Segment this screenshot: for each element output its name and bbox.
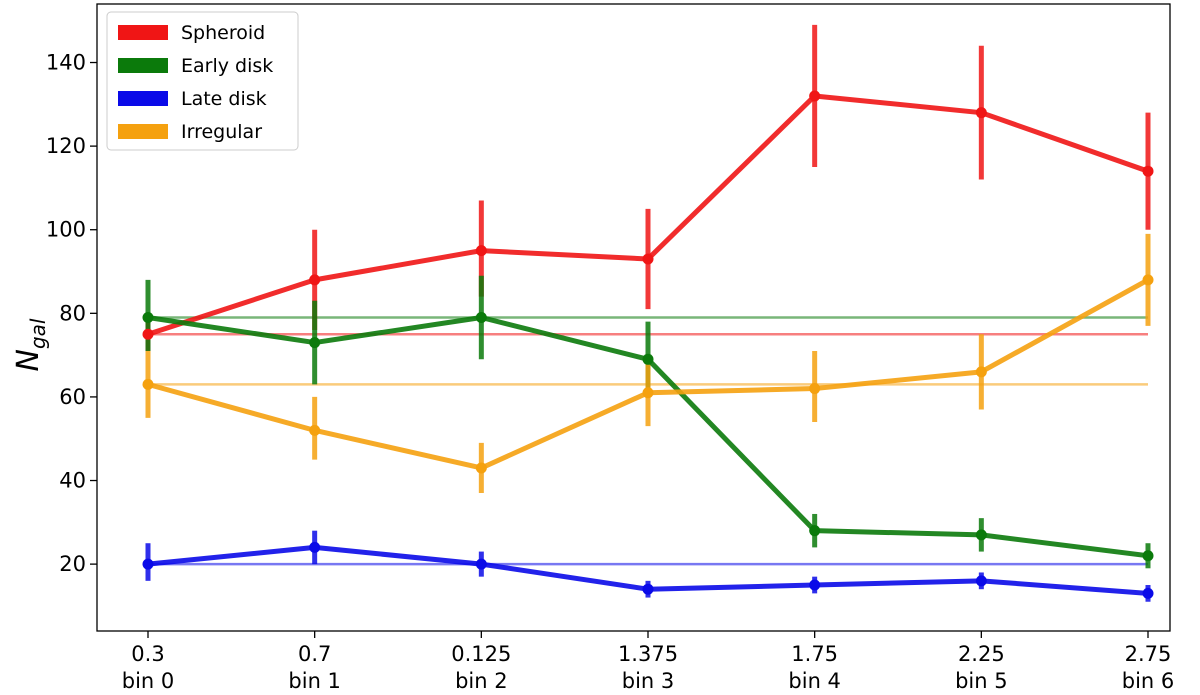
- point-late-disk-2: [475, 558, 487, 570]
- point-late-disk-0: [142, 558, 154, 570]
- point-spheroid-2: [475, 245, 487, 257]
- x-tick-sublabel-0: bin 0: [122, 669, 175, 693]
- x-tick-sublabel-6: bin 6: [1122, 669, 1175, 693]
- y-tick-label-100: 100: [46, 218, 86, 242]
- plot-frame: [96, 3, 1171, 632]
- point-early-disk-4: [809, 525, 821, 537]
- legend-label-late-disk: Late disk: [181, 88, 267, 110]
- x-axis: 0.3 bin 0 0.7 bin 1 0.125 bin 2 1.375 bin 3 1.75…: [122, 631, 1175, 693]
- point-irregular-3: [642, 387, 654, 399]
- x-tick-sublabel-4: bin 4: [788, 669, 841, 693]
- point-early-disk-0: [142, 312, 154, 323]
- legend-swatch-late-disk: [118, 91, 168, 106]
- legend-label-spheroid: Spheroid: [181, 22, 265, 44]
- point-late-disk-4: [809, 579, 821, 591]
- y-axis-label-main: N: [11, 349, 46, 371]
- point-late-disk-3: [642, 583, 654, 595]
- point-spheroid-6: [1142, 165, 1154, 177]
- x-tick-label-1: 0.7: [298, 642, 331, 666]
- y-axis-label-subscript: gal: [26, 318, 50, 349]
- point-early-disk-1: [309, 337, 321, 349]
- point-spheroid-0: [142, 328, 154, 340]
- point-late-disk-1: [309, 541, 321, 553]
- legend-label-irregular: Irregular: [181, 121, 262, 143]
- y-axis-label: Ngal: [11, 318, 50, 371]
- legend-label-early-disk: Early disk: [181, 55, 273, 77]
- point-spheroid-1: [309, 274, 321, 286]
- point-spheroid-5: [975, 107, 987, 119]
- legend: Spheroid Early disk Late disk Irregular: [106, 11, 299, 151]
- x-tick-label-0: 0.3: [131, 642, 164, 666]
- y-tick-label-120: 120: [46, 134, 86, 158]
- x-tick-label-4: 1.75: [791, 642, 838, 666]
- x-tick-sublabel-2: bin 2: [455, 669, 508, 693]
- point-irregular-0: [142, 378, 154, 390]
- point-spheroid-4: [809, 90, 821, 102]
- legend-frame: [106, 11, 299, 151]
- y-tick-label-80: 80: [59, 301, 86, 325]
- point-irregular-4: [809, 383, 821, 395]
- y-tick-label-140: 140: [46, 51, 86, 75]
- y-axis: 20 40 60 80 100 120 140: [46, 51, 97, 576]
- legend-swatch-irregular: [118, 124, 168, 139]
- legend-swatch-spheroid: [118, 25, 168, 40]
- y-tick-label-20: 20: [59, 552, 86, 576]
- y-tick-label-40: 40: [59, 469, 86, 493]
- point-early-disk-6: [1142, 550, 1154, 562]
- x-tick-label-6: 2.75: [1125, 642, 1172, 666]
- data-points: [142, 90, 1154, 599]
- point-late-disk-6: [1142, 587, 1154, 599]
- legend-swatch-early-disk: [118, 58, 168, 73]
- point-spheroid-3: [642, 253, 654, 265]
- point-irregular-5: [975, 366, 987, 378]
- point-early-disk-5: [975, 529, 987, 541]
- x-tick-sublabel-5: bin 5: [955, 669, 1008, 693]
- point-irregular-2: [475, 462, 487, 474]
- x-tick-sublabel-3: bin 3: [622, 669, 675, 693]
- y-tick-label-60: 60: [59, 385, 86, 409]
- point-early-disk-2: [475, 312, 487, 323]
- point-late-disk-5: [975, 575, 987, 587]
- x-tick-label-5: 2.25: [958, 642, 1005, 666]
- x-tick-label-3: 1.375: [618, 642, 678, 666]
- x-tick-sublabel-1: bin 1: [288, 669, 341, 693]
- point-irregular-6: [1142, 274, 1154, 286]
- point-irregular-1: [309, 424, 321, 436]
- point-early-disk-3: [642, 353, 654, 365]
- x-tick-label-2: 0.125: [451, 642, 511, 666]
